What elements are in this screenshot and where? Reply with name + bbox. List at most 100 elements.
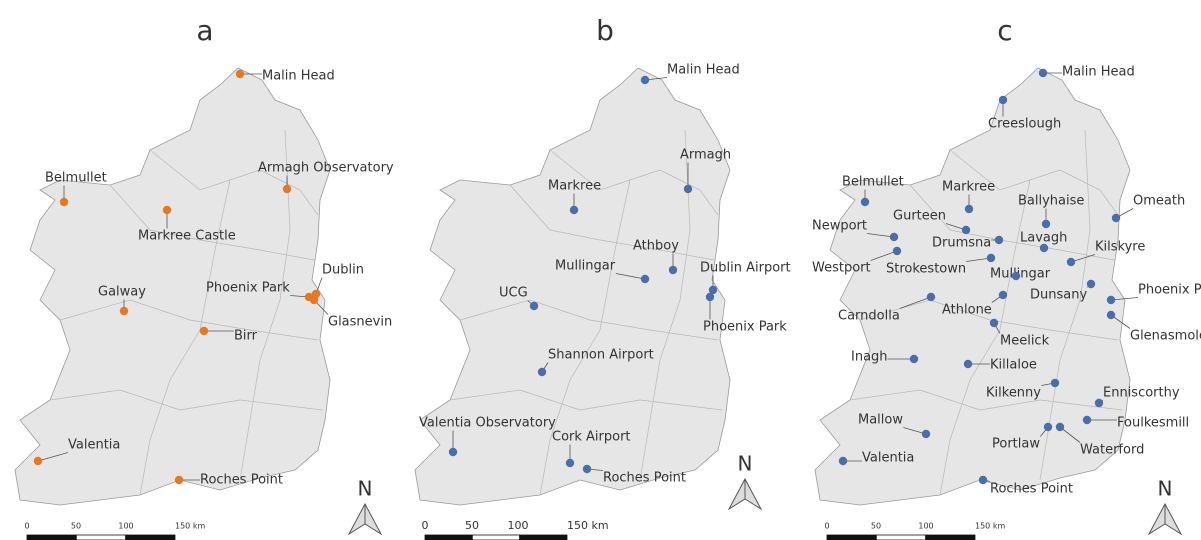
map-panel: b Malin Head Armagh Markree Athboy Mullingar D… [414, 14, 791, 540]
station-marker [1082, 415, 1092, 425]
leader-line [1059, 426, 1081, 443]
station-label: Markree Castle [138, 229, 236, 244]
station-marker [708, 285, 718, 295]
station-marker [964, 204, 974, 214]
station-label: Armagh [680, 148, 731, 163]
station-label: Strokestown [886, 262, 966, 277]
leader-line [866, 233, 895, 238]
station-marker [199, 326, 209, 336]
station-marker [994, 235, 1004, 245]
north-label: N [738, 452, 753, 476]
island-outline [414, 67, 731, 506]
station-label: Roches Point [200, 473, 283, 488]
county-boundary [549, 149, 719, 216]
station-label: Phoenix Park [703, 320, 787, 335]
station-marker [1086, 279, 1096, 289]
station-marker [1106, 295, 1116, 305]
county-boundary [639, 129, 691, 481]
county-boundary [859, 299, 1119, 341]
station-label: Portlaw [992, 437, 1040, 452]
map-panel: c Malin Head Creeslough Belmullet Markree Bal… [812, 14, 1201, 540]
station-marker [565, 458, 575, 468]
scale-label: 50 [71, 522, 81, 531]
scale-bar [826, 534, 877, 540]
station-marker [1055, 422, 1065, 432]
station-marker [921, 429, 931, 439]
leader-line [870, 250, 898, 261]
county-boundary [459, 299, 719, 341]
station-label: Roches Point [990, 482, 1073, 497]
county-boundary [449, 389, 723, 411]
station-marker [961, 225, 971, 235]
station-label: Inagh [851, 350, 888, 365]
station-label: Belmullet [842, 175, 904, 190]
station-marker [1050, 378, 1060, 388]
station-label: Kilskyre [1095, 240, 1145, 255]
county-boundary [539, 179, 631, 496]
station-label: Mallow [858, 413, 903, 428]
station-label: Newport [812, 219, 867, 234]
county-boundary [109, 184, 315, 261]
station-marker [1038, 68, 1048, 78]
station-marker [1106, 310, 1116, 320]
scale-label: 0 [422, 519, 429, 532]
north-arrow [1147, 502, 1183, 536]
leader-line [37, 452, 69, 462]
scale-bar [26, 534, 77, 540]
station-marker [683, 184, 693, 194]
scale-bar [125, 534, 176, 540]
station-label: Belmullet [45, 171, 107, 186]
island-outline [14, 67, 331, 506]
station-label: Armagh Observatory [258, 161, 394, 176]
station-marker [1011, 271, 1021, 281]
scale-label: 0 [24, 522, 29, 531]
station-label: Malin Head [262, 69, 335, 84]
leader-line [899, 296, 932, 309]
station-marker [59, 197, 69, 207]
station-marker [1041, 219, 1051, 229]
scale-bar [925, 534, 976, 540]
station-marker [119, 306, 129, 316]
station-label: Lavagh [1020, 231, 1067, 246]
station-label: Valentia Observatory [419, 416, 556, 431]
scale-label: 150 km [975, 522, 1005, 531]
station-marker [963, 359, 973, 369]
station-label: Athlone [942, 303, 992, 318]
scale-bar [75, 534, 127, 540]
station-marker [892, 246, 902, 256]
north-arrow [727, 477, 763, 511]
station-marker [705, 292, 715, 302]
leader-line [1110, 297, 1139, 301]
county-boundary [49, 389, 323, 411]
station-marker [1094, 398, 1104, 408]
station-label: Glenasmole [1130, 329, 1201, 344]
station-label: Phoenix Park [206, 281, 290, 296]
station-marker [978, 475, 988, 485]
station-label: Foulkesmill [1117, 416, 1189, 431]
county-boundary [59, 299, 319, 341]
station-label: Dublin Airport [700, 261, 791, 276]
panel-title: c [997, 14, 1012, 47]
station-marker [989, 318, 999, 328]
station-marker [1043, 422, 1053, 432]
scale-label: 150 km [175, 522, 205, 531]
station-label: Malin Head [1062, 65, 1135, 80]
station-marker [1039, 243, 1049, 253]
station-label: Glasnevin [328, 315, 392, 330]
station-label: Mullingar [990, 267, 1051, 282]
station-marker [309, 295, 319, 305]
station-label: Athboy [633, 239, 679, 254]
north-arrow [347, 502, 383, 536]
county-boundary [939, 179, 1031, 496]
station-marker [448, 447, 458, 457]
station-label: UCG [499, 286, 528, 301]
scale-label: 100 [118, 522, 133, 531]
county-boundary [139, 179, 231, 496]
station-label: Waterford [1080, 443, 1144, 458]
station-marker [926, 292, 936, 302]
station-marker [668, 265, 678, 275]
station-label: Birr [234, 329, 258, 344]
station-label: Meelick [1000, 334, 1050, 349]
county-boundary [239, 129, 291, 481]
county-boundary [509, 184, 715, 261]
